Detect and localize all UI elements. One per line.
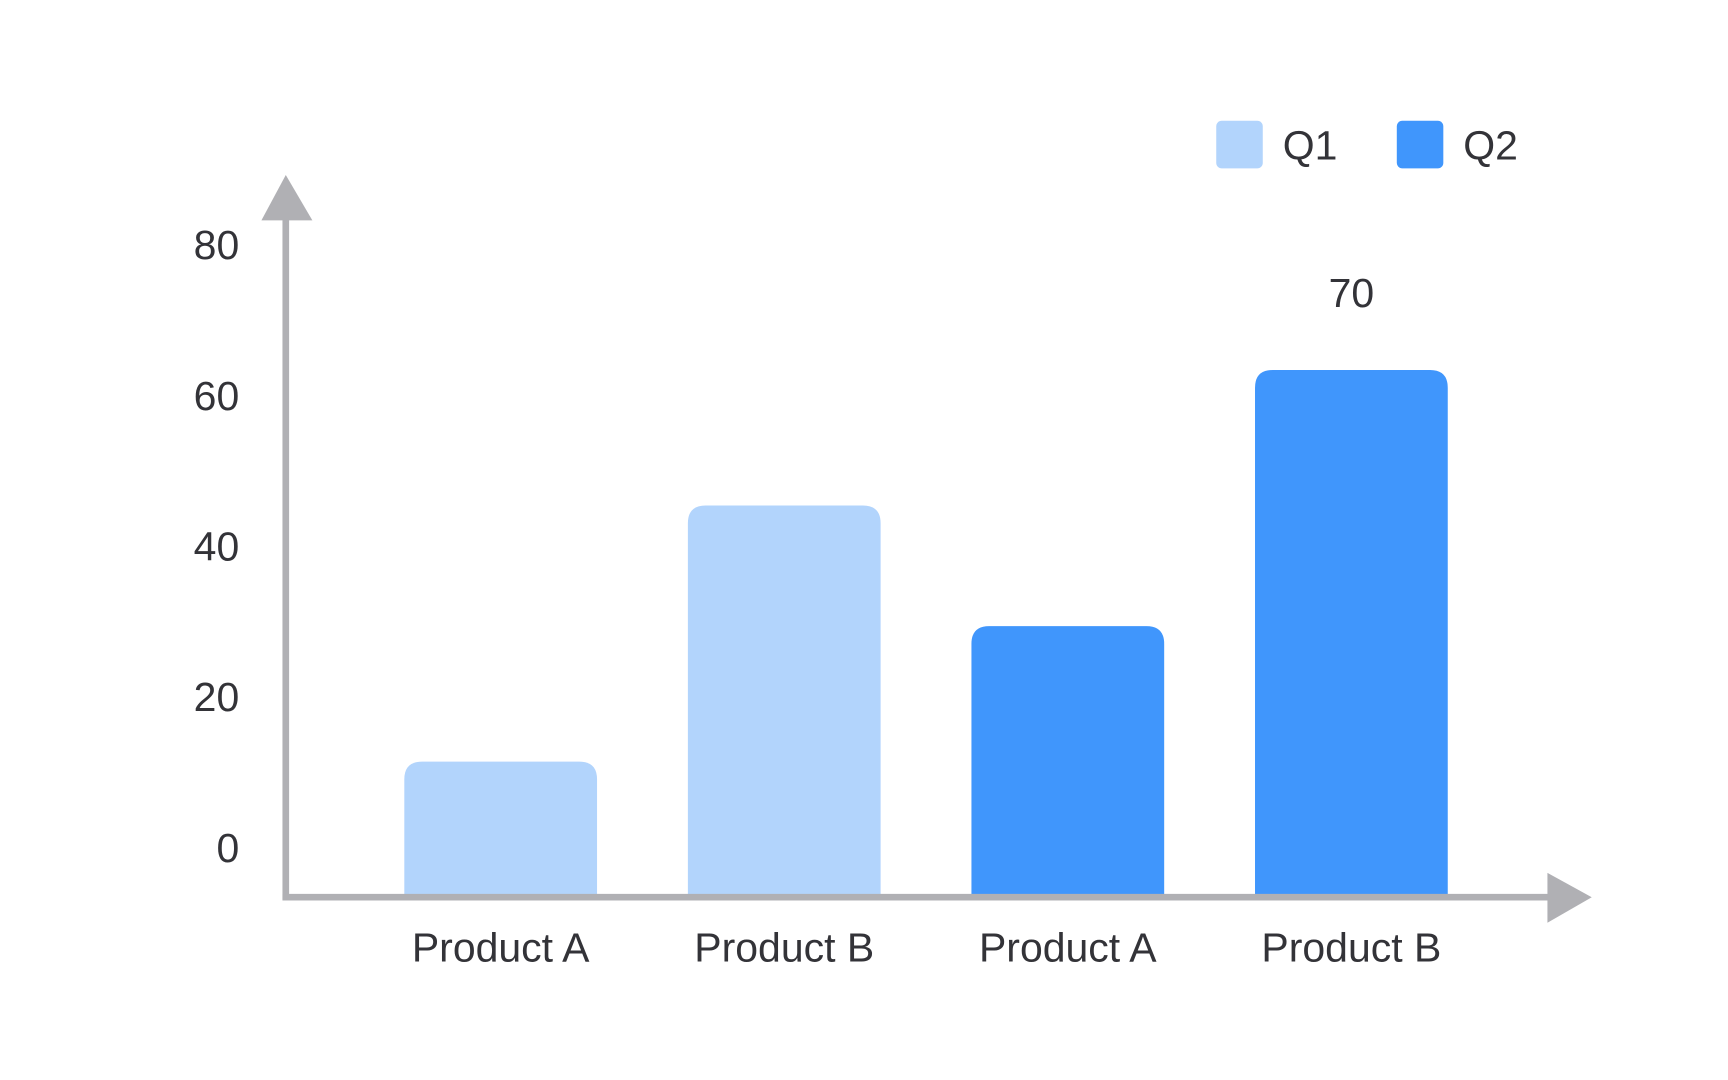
x-tick-label: Product B — [1261, 924, 1441, 970]
x-tick-label: Product A — [979, 924, 1157, 970]
bar-q2-3 — [1255, 369, 1448, 898]
bar-q2-2 — [971, 626, 1165, 898]
y-tick-labels: 0 20 40 60 80 — [194, 222, 240, 871]
x-tick-label: Product B — [694, 924, 874, 970]
y-tick-label: 80 — [194, 222, 240, 268]
bar-q1-1 — [687, 505, 881, 898]
y-tick-label: 40 — [194, 523, 240, 569]
axes — [261, 175, 1592, 923]
x-tick-labels: Product A Product B Product A Product B — [412, 924, 1441, 970]
data-labels: 70 — [1329, 270, 1375, 316]
x-axis-arrow-icon — [1547, 872, 1592, 923]
data-label: 70 — [1329, 270, 1375, 316]
legend-swatch-q2 — [1396, 120, 1444, 169]
bars-group — [404, 369, 1448, 898]
x-tick-label: Product A — [412, 924, 590, 970]
legend-label-q1: Q1 — [1283, 123, 1338, 169]
y-tick-label: 60 — [194, 373, 240, 419]
legend-swatch-q1 — [1216, 120, 1263, 169]
legend-label-q2: Q2 — [1463, 123, 1518, 169]
legend: Q1 Q2 — [1216, 120, 1518, 169]
y-axis-arrow-icon — [261, 175, 313, 221]
y-tick-label: 0 — [216, 825, 239, 871]
bar-q1-0 — [404, 761, 598, 898]
y-tick-label: 20 — [194, 674, 240, 720]
